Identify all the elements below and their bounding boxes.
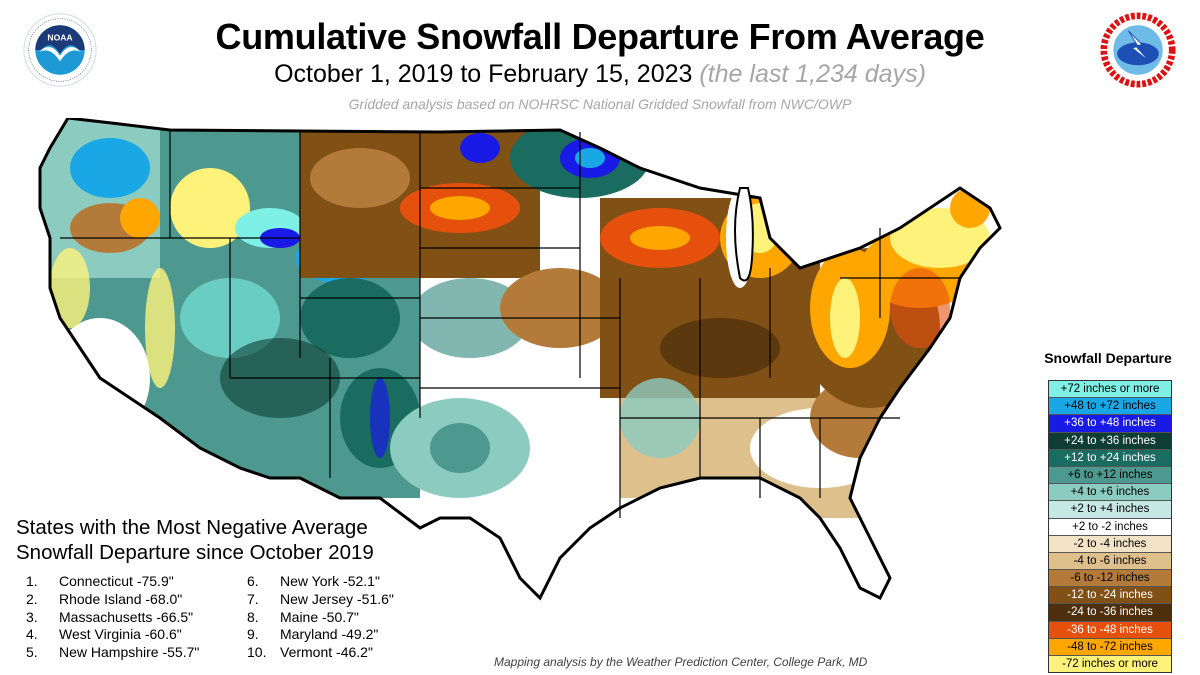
- legend-item: -4 to -6 inches: [1049, 552, 1171, 571]
- legend-item: +72 inches or more: [1049, 381, 1171, 399]
- legend-item: +48 to +72 inches: [1049, 398, 1171, 416]
- ranking-number: 7.: [247, 590, 259, 607]
- ranking-state-value: New Jersey -51.6": [280, 590, 394, 607]
- ranking-item: 3. Massachusetts -66.5": [26, 609, 199, 627]
- legend-item: +6 to +12 inches: [1049, 466, 1171, 485]
- legend-item: -72 inches or more: [1049, 656, 1171, 673]
- legend-item: -6 to -12 inches: [1049, 570, 1171, 588]
- legend-item: +12 to +24 inches: [1049, 449, 1171, 467]
- map-subtitle: October 1, 2019 to February 15, 2023 (th…: [0, 60, 1200, 89]
- legend-item: +36 to +48 inches: [1049, 415, 1171, 433]
- ranking-item: 8. Maine -50.7": [247, 609, 394, 627]
- rankings-column-1: 1. Connecticut -75.9" 2. Rhode Island -68.0…: [26, 573, 199, 662]
- ranking-item: 5. New Hampshire -55.7": [26, 644, 199, 662]
- ranking-state-value: Rhode Island -68.0": [59, 590, 183, 607]
- legend-item: +4 to +6 inches: [1049, 484, 1171, 502]
- day-count: (the last 1,234 days): [699, 60, 926, 88]
- legend-scale: +72 inches or more +48 to +72 inches +36 t…: [1048, 380, 1172, 674]
- ranking-item: 1. Connecticut -75.9": [26, 573, 199, 591]
- ranking-number: 9.: [247, 626, 259, 643]
- ranking-number: 8.: [247, 608, 259, 625]
- credit-note: Mapping analysis by the Weather Predicti…: [494, 655, 868, 669]
- rankings-title-line1: States with the Most Negative Average: [16, 516, 368, 539]
- legend: Snowfall Departure +72 inches or more +48…: [1044, 350, 1178, 674]
- ranking-item: 9. Maryland -49.2": [247, 626, 394, 644]
- ranking-item: 7. New Jersey -51.6": [247, 591, 394, 609]
- ranking-state-value: Maryland -49.2": [280, 626, 379, 643]
- ranking-item: 2. Rhode Island -68.0": [26, 591, 199, 609]
- legend-item: +2 to +4 inches: [1049, 501, 1171, 519]
- ranking-state-value: Massachusetts -66.5": [59, 608, 194, 625]
- ranking-state-value: West Virginia -60.6": [59, 626, 182, 643]
- ranking-state-value: New York -52.1": [280, 573, 380, 589]
- svg-text:NOAA: NOAA: [47, 33, 72, 43]
- rankings-column-2: 6. New York -52.1" 7. New Jersey -51.6" 8. Ma…: [247, 573, 394, 662]
- rankings-title: States with the Most Negative Average Sn…: [16, 515, 374, 565]
- ranking-state-value: New Hampshire -55.7": [59, 644, 200, 661]
- legend-item: -24 to -36 inches: [1049, 604, 1171, 622]
- legend-item: -2 to -4 inches: [1049, 535, 1171, 553]
- ranking-item: 6. New York -52.1": [247, 573, 394, 591]
- ranking-number: 1.: [26, 573, 38, 589]
- rankings-title-line2: Snowfall Departure since October 2019: [16, 541, 374, 564]
- snowfall-departure-map: [38, 118, 1002, 601]
- source-note: Gridded analysis based on NOHRSC Nationa…: [348, 96, 852, 112]
- ranking-number: 10.: [247, 644, 267, 661]
- nws-logo-icon: [1100, 12, 1176, 88]
- ranking-number: 3.: [26, 608, 38, 625]
- legend-item: -12 to -24 inches: [1049, 587, 1171, 605]
- legend-item: +2 to -2 inches: [1049, 518, 1171, 536]
- ranking-number: 6.: [247, 573, 259, 589]
- ranking-item: 4. West Virginia -60.6": [26, 626, 199, 644]
- ranking-number: 4.: [26, 626, 38, 643]
- ranking-state-value: Maine -50.7": [280, 608, 359, 625]
- ranking-state-value: Connecticut -75.9": [59, 573, 174, 589]
- date-range: October 1, 2019 to February 15, 2023: [274, 60, 693, 88]
- legend-item: -48 to -72 inches: [1049, 638, 1171, 656]
- legend-title: Snowfall Departure: [1044, 350, 1172, 366]
- ranking-item: 10. Vermont -46.2": [247, 644, 394, 662]
- ranking-number: 2.: [26, 590, 38, 607]
- noaa-logo-icon: NOAA: [23, 13, 97, 87]
- legend-item: -36 to -48 inches: [1049, 621, 1171, 639]
- ranking-state-value: Vermont -46.2": [280, 644, 373, 661]
- map-title: Cumulative Snowfall Departure From Avera…: [215, 16, 985, 57]
- legend-item: +24 to +36 inches: [1049, 432, 1171, 450]
- ranking-number: 5.: [26, 644, 38, 661]
- state-rankings: States with the Most Negative Average Sn…: [16, 515, 394, 660]
